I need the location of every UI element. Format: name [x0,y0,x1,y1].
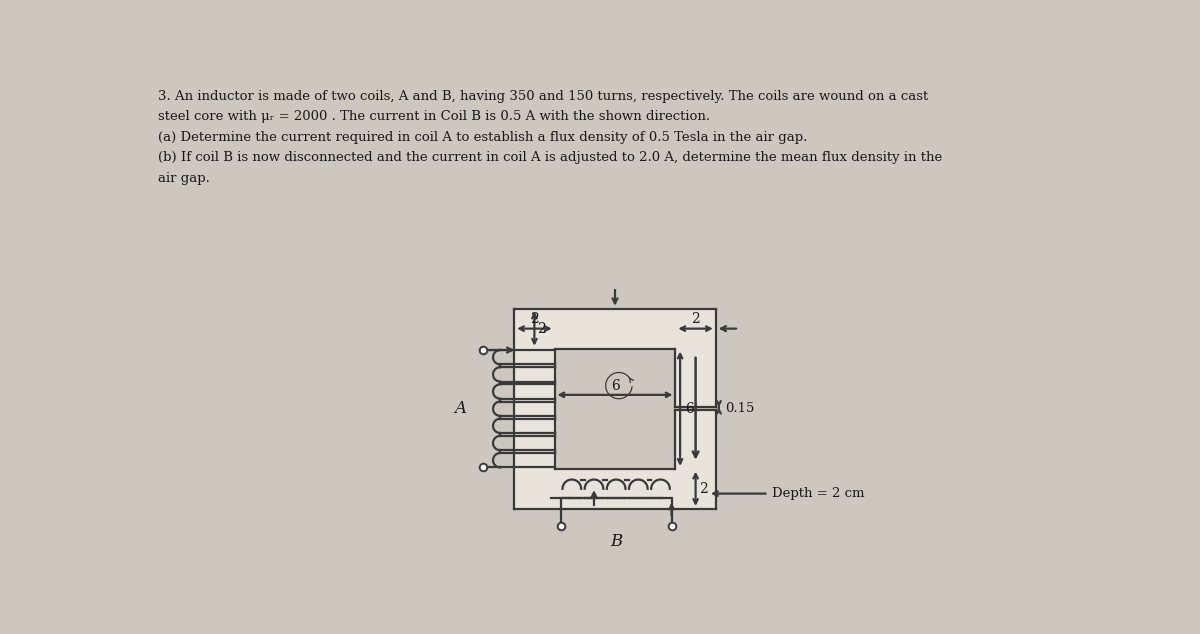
Bar [676,407,715,410]
Text: air gap.: air gap. [157,172,210,184]
Text: (a) Determine the current required in coil A to establish a flux density of 0.5 : (a) Determine the current required in co… [157,131,808,144]
Text: 6: 6 [611,378,619,392]
Text: 2: 2 [698,482,708,496]
Text: steel core with μᵣ = 2000 . The current in Coil B is 0.5 A with the shown direct: steel core with μᵣ = 2000 . The current … [157,110,710,124]
Text: Depth = 2 cm: Depth = 2 cm [772,487,864,500]
Text: 2: 2 [691,311,700,326]
Bar [515,309,715,509]
Text: 3. An inductor is made of two coils, A and B, having 350 and 150 turns, respecti: 3. An inductor is made of two coils, A a… [157,90,928,103]
Text: 6: 6 [685,402,694,416]
Text: B: B [610,533,623,550]
Text: 2: 2 [530,311,539,326]
Text: 2: 2 [536,321,546,335]
Text: (b) If coil B is now disconnected and the current in coil A is adjusted to 2.0 A: (b) If coil B is now disconnected and th… [157,151,942,164]
Text: 0.15: 0.15 [725,402,755,415]
Bar [554,349,676,469]
Text: A: A [454,400,466,417]
